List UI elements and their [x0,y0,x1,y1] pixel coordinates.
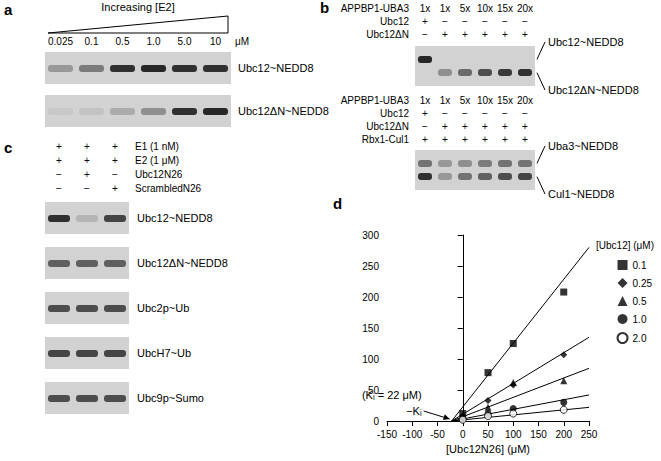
html-text:Ubc12~NEDD8: Ubc12~NEDD8 [238,61,314,74]
html-text:E1 (1 nM): E1 (1 nM) [135,141,179,152]
html-text:10: 10 [209,36,222,47]
html-text:Uba3~NEDD8: Uba3~NEDD8 [548,139,618,152]
html-text:10x 15x 20x: 10x 15x 20x [476,95,534,106]
svg-text:0.1: 0.1 [633,260,647,271]
svg-text:250: 250 [362,261,379,272]
html-text:1x: 1x [439,3,451,14]
html-text:Rbx1-Cul1: Rbx1-Cul1 [361,134,409,145]
svg-text:200: 200 [555,429,572,440]
svg-text:−Kᵢ: −Kᵢ [406,405,422,417]
svg-text:-50: -50 [430,429,445,440]
svg-text:0: 0 [373,416,379,427]
svg-text:150: 150 [362,323,379,334]
svg-text:100: 100 [362,354,379,365]
html-text:Ubc2p~Ub: Ubc2p~Ub [137,301,190,314]
html-text:Ubc12N26: Ubc12N26 [135,169,183,180]
svg-text:(Kᵢ = 22 μM): (Kᵢ = 22 μM) [361,389,422,401]
svg-text:200: 200 [362,292,379,303]
html-text:ScrambledN26: ScrambledN26 [135,183,202,194]
html-text:a: a [4,1,13,18]
svg-text:-100: -100 [402,429,422,440]
svg-text:50: 50 [368,385,380,396]
html-text:0.5: 0.5 [115,36,130,47]
html-text:Ubc12: Ubc12 [380,16,409,27]
html-text:Increasing [E2]: Increasing [E2] [101,1,175,13]
html-text:Ubc12ΔN: Ubc12ΔN [366,121,409,132]
svg-text:0.5: 0.5 [633,296,647,307]
html-text:Ubc12: Ubc12 [380,108,409,119]
html-text:5.0: 5.0 [177,36,192,47]
html-text:0.1: 0.1 [84,36,99,47]
html-text:UbcH7~Ub: UbcH7~Ub [137,346,192,359]
svg-text:150: 150 [530,429,547,440]
html-text:Ubc12ΔN~NEDD8: Ubc12ΔN~NEDD8 [137,256,228,269]
html-text:5x: 5x [459,3,471,14]
html-text:E2 (1 μM): E2 (1 μM) [135,155,180,166]
svg-text:0: 0 [460,429,466,440]
html-text:5x: 5x [459,95,471,106]
html-text:1.0: 1.0 [146,36,161,47]
html-text:APPBP1-UBA3: APPBP1-UBA3 [340,95,409,106]
html-text:10x 15x 20x: 10x 15x 20x [476,3,534,14]
svg-text:[Ubc12N26] (μM): [Ubc12N26] (μM) [446,443,530,455]
html-text:1x: 1x [439,95,451,106]
html-text:1x: 1x [419,95,431,106]
svg-text:50: 50 [482,429,494,440]
svg-text:250: 250 [581,429,598,440]
html-text:1x: 1x [419,3,431,14]
html-text:Ubc12ΔN~NEDD8: Ubc12ΔN~NEDD8 [548,83,639,96]
svg-text:2.0: 2.0 [633,333,647,344]
svg-text:300: 300 [362,230,379,241]
svg-text:1.0: 1.0 [633,314,647,325]
html-text:Ubc12~NEDD8: Ubc12~NEDD8 [137,211,213,224]
html-text:Ubc12~NEDD8: Ubc12~NEDD8 [548,35,624,48]
html-text:Ubc9p~Sumo: Ubc9p~Sumo [137,391,204,404]
html-text:0.025: 0.025 [48,36,73,47]
svg-text:[Ubc12] (μM): [Ubc12] (μM) [596,240,654,251]
html-text:d: d [333,195,343,212]
html-text:Ubc12ΔN~NEDD8: Ubc12ΔN~NEDD8 [238,104,329,117]
html-text:Cul1~NEDD8: Cul1~NEDD8 [548,187,615,200]
svg-text:100: 100 [505,429,522,440]
svg-text:0.25: 0.25 [633,278,653,289]
html-text:Ubc12ΔN: Ubc12ΔN [366,29,409,40]
html-text:c: c [4,139,13,156]
svg-text:-150: -150 [377,429,397,440]
html-text:b: b [320,0,330,16]
html-text:APPBP1-UBA3: APPBP1-UBA3 [340,3,409,14]
html-text:μM: μM [235,36,250,47]
